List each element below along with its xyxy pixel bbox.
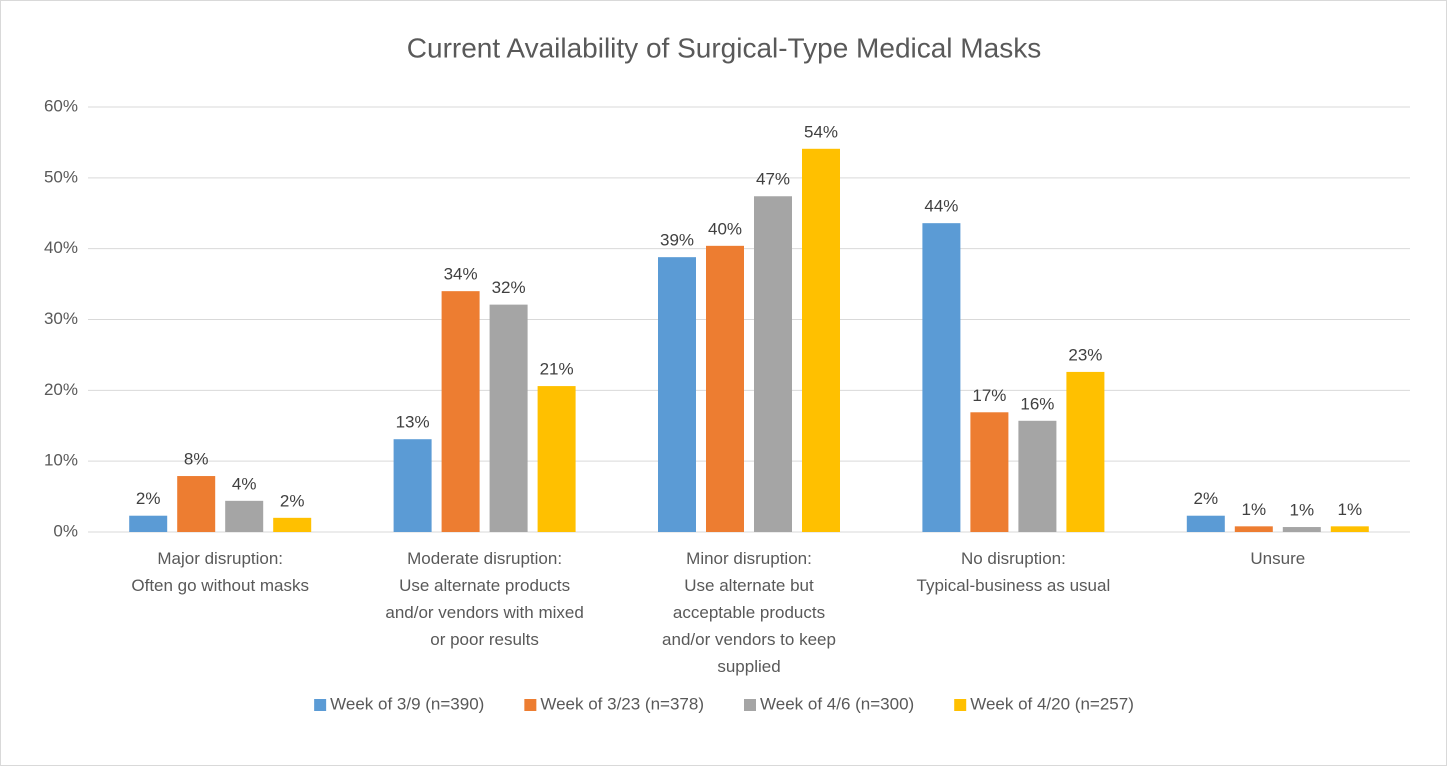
- bar: [1330, 526, 1369, 532]
- legend-label: Week of 4/20 (n=257): [970, 694, 1134, 713]
- bar: [706, 245, 744, 533]
- x-tick-label: Unsure: [1250, 549, 1305, 568]
- legend-label: Week of 4/6 (n=300): [760, 694, 914, 713]
- value-label: 39%: [660, 231, 694, 250]
- x-tick-label-line: No disruption:: [961, 549, 1066, 568]
- value-label: 1%: [1338, 500, 1363, 519]
- x-tick-label-line: Major disruption:: [157, 549, 283, 568]
- x-tick-label-line: Use alternate but: [684, 576, 814, 595]
- value-label: 2%: [280, 491, 305, 510]
- legend-swatch: [314, 699, 327, 711]
- bar: [922, 223, 961, 532]
- bar: [658, 257, 696, 532]
- bar: [802, 148, 840, 532]
- x-tick-label-line: or poor results: [430, 630, 539, 649]
- bar: [1018, 420, 1057, 532]
- x-tick-label: Major disruption: Often go without masks: [131, 549, 309, 595]
- x-tick-label-line: Often go without masks: [131, 576, 309, 595]
- legend-swatch: [524, 699, 537, 711]
- x-tick-label: Moderate disruption: Use alternate produc…: [385, 549, 583, 649]
- y-tick-label: 60%: [44, 96, 78, 115]
- legend-swatch: [954, 699, 967, 711]
- bar: [1282, 527, 1321, 532]
- x-tick-label-line: acceptable products: [673, 603, 825, 622]
- bar: [129, 515, 168, 532]
- value-label: 34%: [444, 265, 478, 284]
- x-tick-label-line: supplied: [717, 657, 780, 676]
- bar: [1066, 371, 1105, 532]
- value-label: 2%: [136, 489, 161, 508]
- y-tick-label: 50%: [44, 167, 78, 186]
- bar: [225, 500, 264, 532]
- value-label: 16%: [1020, 394, 1054, 413]
- bar: [177, 476, 216, 532]
- x-tick-label-line: Typical-business as usual: [917, 576, 1111, 595]
- bar: [393, 439, 432, 532]
- value-label: 47%: [756, 170, 790, 189]
- x-tick-label-line: Moderate disruption:: [407, 549, 562, 568]
- x-tick-label-line: Minor disruption:: [686, 549, 812, 568]
- x-tick-label-line: Unsure: [1250, 549, 1305, 568]
- value-label: 23%: [1068, 345, 1102, 364]
- value-label: 4%: [232, 474, 257, 493]
- bar: [489, 304, 528, 532]
- y-tick-label: 10%: [44, 451, 78, 470]
- x-tick-label: Minor disruption: Use alternate but accept…: [662, 549, 836, 676]
- legend-swatch: [744, 699, 756, 711]
- y-tick-label: 20%: [44, 380, 78, 399]
- bar: [537, 386, 576, 532]
- x-tick-label-line: Use alternate products: [399, 576, 570, 595]
- x-tick-label: No disruption: Typical-business as usual: [917, 549, 1111, 595]
- bar: [273, 517, 312, 532]
- bar: [441, 291, 480, 532]
- bar: [754, 196, 792, 532]
- chart-title: Current Availability of Surgical-Type Me…: [407, 32, 1041, 63]
- bar: [1186, 515, 1225, 532]
- value-label: 21%: [540, 360, 574, 379]
- value-label: 2%: [1194, 489, 1219, 508]
- y-tick-label: 30%: [44, 309, 78, 328]
- x-tick-label-line: and/or vendors with mixed: [385, 603, 583, 622]
- value-label: 17%: [972, 386, 1006, 405]
- y-tick-label: 40%: [44, 238, 78, 257]
- value-label: 1%: [1242, 500, 1267, 519]
- bar: [970, 412, 1009, 532]
- value-label: 1%: [1290, 501, 1315, 520]
- value-label: 44%: [924, 197, 958, 216]
- value-label: 54%: [804, 122, 838, 141]
- bar: [1234, 526, 1273, 532]
- legend-label: Week of 3/23 (n=378): [540, 694, 704, 713]
- legend-label: Week of 3/9 (n=390): [330, 694, 484, 713]
- y-tick-label: 0%: [53, 521, 78, 540]
- value-label: 40%: [708, 219, 742, 238]
- value-label: 32%: [492, 278, 526, 297]
- value-label: 8%: [184, 450, 209, 469]
- value-label: 13%: [396, 413, 430, 432]
- x-tick-label-line: and/or vendors to keep: [662, 630, 836, 649]
